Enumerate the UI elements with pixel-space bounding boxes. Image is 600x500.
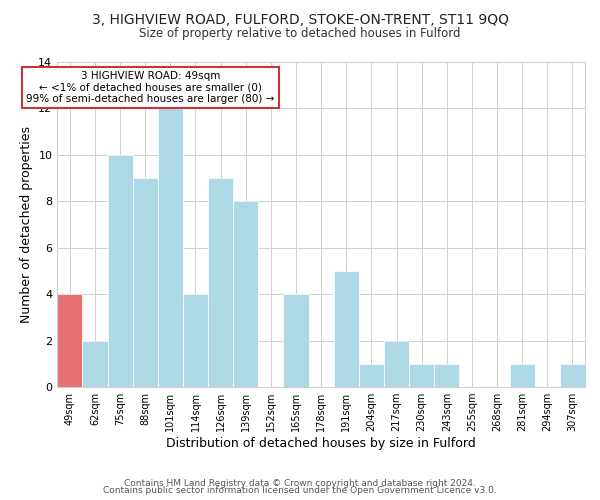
Bar: [509, 364, 535, 387]
Text: 3 HIGHVIEW ROAD: 49sqm
← <1% of detached houses are smaller (0)
99% of semi-deta: 3 HIGHVIEW ROAD: 49sqm ← <1% of detached…: [26, 71, 274, 104]
Y-axis label: Number of detached properties: Number of detached properties: [20, 126, 33, 323]
Bar: [158, 108, 183, 387]
Bar: [434, 364, 460, 387]
Bar: [107, 154, 133, 387]
Bar: [359, 364, 384, 387]
Bar: [233, 201, 259, 387]
X-axis label: Distribution of detached houses by size in Fulford: Distribution of detached houses by size …: [166, 437, 476, 450]
Bar: [283, 294, 308, 387]
Bar: [560, 364, 585, 387]
Text: Contains public sector information licensed under the Open Government Licence v3: Contains public sector information licen…: [103, 486, 497, 495]
Text: Size of property relative to detached houses in Fulford: Size of property relative to detached ho…: [139, 28, 461, 40]
Bar: [133, 178, 158, 387]
Bar: [183, 294, 208, 387]
Bar: [334, 271, 359, 387]
Text: Contains HM Land Registry data © Crown copyright and database right 2024.: Contains HM Land Registry data © Crown c…: [124, 478, 476, 488]
Bar: [57, 294, 82, 387]
Bar: [82, 340, 107, 387]
Text: 3, HIGHVIEW ROAD, FULFORD, STOKE-ON-TRENT, ST11 9QQ: 3, HIGHVIEW ROAD, FULFORD, STOKE-ON-TREN…: [91, 12, 509, 26]
Bar: [384, 340, 409, 387]
Bar: [409, 364, 434, 387]
Bar: [208, 178, 233, 387]
